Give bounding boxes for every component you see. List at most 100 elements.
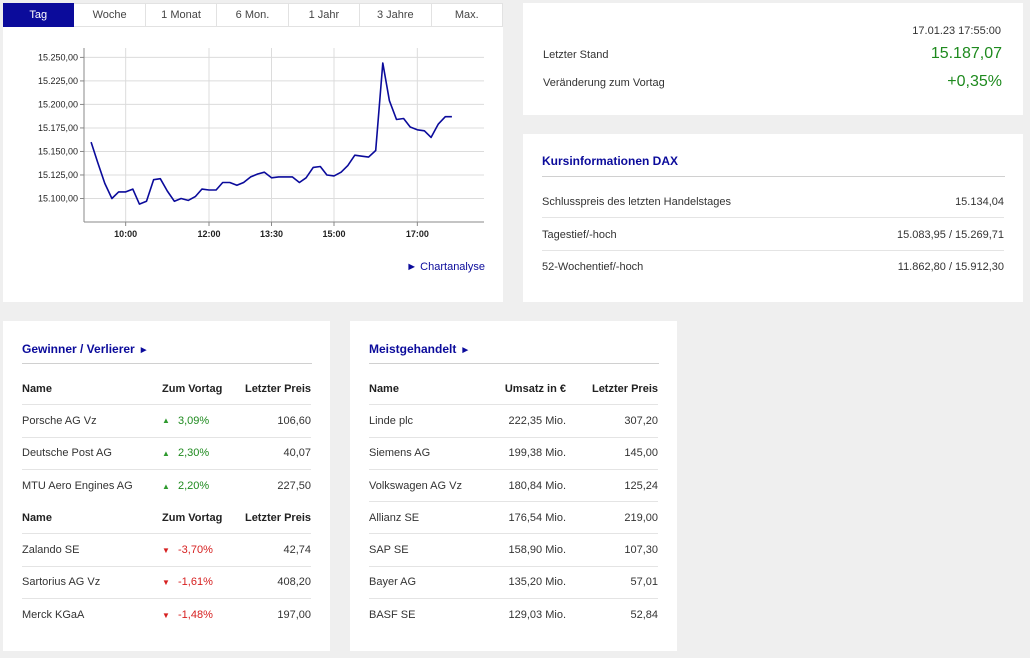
y-tick-label: 15.125,00 [38, 170, 78, 180]
info-label: 52-Wochentief/-hoch [542, 261, 644, 273]
info-row-52w-range: 52-Wochentief/-hoch 11.862,80 / 15.912,3… [542, 251, 1004, 283]
stock-name: Volkswagen AG Vz [369, 479, 462, 492]
table-row[interactable]: Zalando SE ▼ -3,70% 42,74 [22, 534, 311, 567]
col-price: Letzter Preis [244, 382, 311, 395]
info-value: 15.134,04 [955, 195, 1004, 208]
price-info-panel: Kursinformationen DAX Schlusspreis des l… [523, 134, 1023, 302]
most-traded-title-link[interactable]: Meistgehandelt ► [369, 342, 470, 356]
most-traded-table: Name Umsatz in € Letzter Preis Linde plc… [369, 373, 658, 631]
table-row[interactable]: Bayer AG 135,20 Mio. 57,01 [369, 567, 658, 600]
change-row: Veränderung zum Vortag +0,35% [543, 73, 1002, 91]
turnover: 176,54 Mio. [508, 511, 566, 524]
stock-name: Siemens AG [369, 447, 431, 460]
y-tick-label: 15.150,00 [38, 146, 78, 156]
chartanalyse-link[interactable]: ► Chartanalyse [406, 261, 485, 273]
table-row[interactable]: Siemens AG 199,38 Mio. 145,00 [369, 438, 658, 470]
intraday-line-chart: 15.100,00 15.125,00 15.150,00 15.175,00 15.2… [38, 48, 484, 239]
last-price-label: Letzter Stand [543, 49, 609, 61]
tab-3-years[interactable]: 3 Jahre [360, 3, 432, 27]
turnover: 135,20 Mio. [508, 576, 566, 589]
table-header: Name Umsatz in € Letzter Preis [369, 373, 658, 406]
x-tick-label: 13:30 [260, 229, 283, 239]
turnover: 199,38 Mio. [508, 447, 566, 460]
info-label: Tagestief/-hoch [542, 228, 617, 241]
tab-6-months[interactable]: 6 Mon. [217, 3, 289, 27]
x-tick-label: 15:00 [322, 229, 345, 239]
last-price: 106,60 [277, 414, 311, 427]
info-row-last-close: Schlusspreis des letzten Handelstages 15… [542, 186, 1004, 218]
change-percent: -3,70% [178, 544, 213, 557]
tab-week[interactable]: Woche [74, 3, 146, 27]
gainers-losers-title-link[interactable]: Gewinner / Verlierer ► [22, 342, 149, 356]
col-change: Zum Vortag [162, 511, 223, 524]
stock-name: Merck KGaA [22, 609, 85, 622]
stock-name: Allianz SE [369, 511, 420, 524]
dax-price-line [90, 62, 452, 205]
info-label: Schlusspreis des letzten Handelstages [542, 195, 731, 208]
turnover: 158,90 Mio. [508, 544, 566, 557]
col-name: Name [22, 382, 52, 395]
table-row[interactable]: Linde plc 222,35 Mio. 307,20 [369, 405, 658, 438]
y-tick-label: 15.175,00 [38, 123, 78, 133]
y-tick-label: 15.100,00 [38, 193, 78, 203]
table-row[interactable]: Sartorius AG Vz ▼ -1,61% 408,20 [22, 567, 311, 600]
play-arrow-icon: ► [406, 261, 418, 273]
tab-max[interactable]: Max. [431, 3, 503, 27]
play-arrow-icon: ► [460, 345, 471, 356]
tab-1-month[interactable]: 1 Monat [145, 3, 218, 27]
last-price: 125,24 [624, 479, 658, 492]
col-price: Letzter Preis [591, 382, 658, 395]
col-name: Name [369, 382, 399, 395]
col-price: Letzter Preis [244, 511, 311, 524]
most-traded-panel: Meistgehandelt ► Name Umsatz in € Letzter… [350, 321, 677, 651]
x-tick-label: 10:00 [114, 229, 137, 239]
change-label: Veränderung zum Vortag [543, 77, 665, 89]
table-row[interactable]: Merck KGaA ▼ -1,48% 197,00 [22, 599, 311, 631]
table-row[interactable]: Porsche AG Vz ▲ 3,09% 106,60 [22, 405, 311, 438]
last-price: 307,20 [624, 414, 658, 427]
last-price: 408,20 [277, 576, 311, 589]
last-price: 42,74 [283, 544, 311, 557]
x-tick-label: 17:00 [406, 229, 429, 239]
table-row[interactable]: MTU Aero Engines AG ▲ 2,20% 227,50 [22, 470, 311, 502]
table-header: Name Zum Vortag Letzter Preis [22, 502, 311, 535]
triangle-down-icon: ▼ [162, 577, 170, 587]
tab-1-year[interactable]: 1 Jahr [288, 3, 361, 27]
table-row[interactable]: Deutsche Post AG ▲ 2,30% 40,07 [22, 438, 311, 470]
quote-timestamp: 17.01.23 17:55:00 [912, 25, 1001, 37]
stock-name: Deutsche Post AG [22, 447, 112, 460]
stock-name: MTU Aero Engines AG [22, 480, 133, 493]
change-percent: -1,61% [178, 576, 213, 589]
price-info-title: Kursinformationen DAX [542, 154, 679, 168]
change-percent: -1,48% [178, 609, 213, 622]
turnover: 180,84 Mio. [508, 479, 566, 492]
change-value: +0,35% [947, 73, 1002, 90]
table-header: Name Zum Vortag Letzter Preis [22, 373, 311, 406]
change-percent: 2,20% [178, 480, 210, 493]
last-price: 57,01 [630, 576, 658, 589]
table-row[interactable]: SAP SE 158,90 Mio. 107,30 [369, 534, 658, 567]
stock-name: BASF SE [369, 609, 416, 622]
y-tick-label: 15.250,00 [38, 52, 78, 62]
last-price: 40,07 [283, 447, 311, 460]
tab-day[interactable]: Tag [3, 3, 75, 27]
table-row[interactable]: BASF SE 129,03 Mio. 52,84 [369, 599, 658, 631]
last-price-value: 15.187,07 [930, 45, 1002, 62]
info-row-day-range: Tagestief/-hoch 15.083,95 / 15.269,71 [542, 219, 1004, 251]
change-percent: 2,30% [178, 447, 210, 460]
stock-name: Bayer AG [369, 576, 417, 589]
gainers-losers-table: Name Zum Vortag Letzter Preis Porsche AG… [22, 373, 311, 631]
last-price: 52,84 [630, 609, 658, 622]
table-row[interactable]: Allianz SE 176,54 Mio. 219,00 [369, 502, 658, 535]
quote-panel: 17.01.23 17:55:00 Letzter Stand 15.187,0… [523, 3, 1023, 115]
stock-name: Zalando SE [22, 544, 80, 557]
title-divider [369, 363, 659, 364]
table-row[interactable]: Volkswagen AG Vz 180,84 Mio. 125,24 [369, 470, 658, 503]
chart-panel: Tag Woche 1 Monat 6 Mon. 1 Jahr 3 Jahre … [3, 3, 503, 302]
y-tick-label: 15.200,00 [38, 99, 78, 109]
col-change: Zum Vortag [162, 382, 223, 395]
triangle-up-icon: ▲ [162, 448, 170, 458]
turnover: 129,03 Mio. [508, 609, 566, 622]
title-divider [22, 363, 312, 364]
col-name: Name [22, 511, 52, 524]
